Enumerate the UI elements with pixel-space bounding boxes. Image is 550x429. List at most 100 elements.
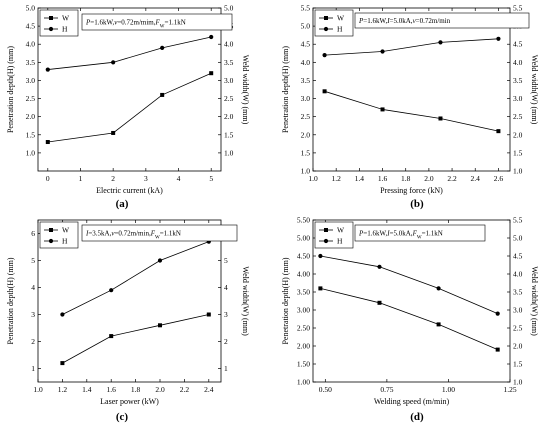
y-tick-label-right: 2.5 (513, 324, 523, 333)
y-tick-label-left: 3.5 (26, 58, 36, 67)
y-tick-label-right: 5 (224, 256, 228, 265)
panel-label: (c) (116, 411, 129, 423)
y-tick-label-right: 2.0 (513, 130, 523, 139)
condition-box (81, 224, 238, 242)
y-tick-label-right: 2.0 (513, 342, 523, 351)
data-point-W (160, 92, 165, 97)
data-point-H (377, 264, 382, 269)
plot-frame (312, 7, 511, 172)
y-tick-label-left: 4.5 (301, 40, 311, 49)
data-point-H (109, 288, 114, 293)
data-point-W (377, 300, 382, 305)
y-tick-label-left: 4.00 (297, 270, 310, 279)
chart-panel-4: 0.50 0.75 1.00 1.25 1.00 1.50 2.00 2.50 3.00 3.50… (281, 216, 539, 424)
legend-marker-H (48, 238, 54, 244)
legend-label-W: W (62, 14, 70, 23)
y-tick-label-left: 3.50 (297, 288, 310, 297)
y-axis-label-right: Weld width(W) (mm) (241, 55, 250, 125)
legend-marker-H (323, 238, 329, 244)
x-tick-label: 2.2 (447, 174, 457, 183)
data-point-W (45, 140, 50, 145)
y-tick-label-right: 1.5 (513, 360, 523, 369)
y-tick-label-right: 4.0 (513, 270, 523, 279)
chart-panel-1: 0 1 2 3 4 5 1.0 1.5 2.0 2.5 3.0 3.5 4.0 4.5 5.0 1.0 1.5 2… (6, 4, 250, 211)
y-tick-label-left: 2.5 (301, 112, 311, 121)
x-tick-label: 2.4 (471, 174, 481, 183)
y-tick-label-right: 4.5 (513, 40, 523, 49)
y-tick-label-right: 5.0 (224, 4, 234, 13)
x-tick-label: 2.2 (180, 385, 190, 394)
x-tick-label: 1.2 (331, 174, 341, 183)
y-axis-label-left: Penetration depth(H) (mm) (6, 257, 15, 344)
data-point-W (436, 322, 441, 327)
x-axis-label: Laser power (kW) (100, 397, 159, 406)
plot-frame (37, 219, 222, 383)
y-tick-label-left: 2.50 (297, 324, 310, 333)
y-tick-label-left: 2.00 (297, 342, 310, 351)
data-point-H (45, 67, 50, 72)
legend-marker-W (49, 228, 53, 232)
y-tick-label-left: 5.5 (301, 4, 311, 13)
y-tick-label-left: 4.50 (297, 252, 310, 261)
y-tick-label-right: 4.0 (513, 58, 523, 67)
y-tick-label-right: 3.0 (224, 76, 234, 85)
condition-box (354, 224, 486, 242)
chart-panel-3: 1.01.21.41.61.82.02.22.4123456123456Lase… (6, 219, 250, 423)
y-tick-label-left: 4.0 (301, 58, 311, 67)
series-line-H (47, 36, 212, 70)
y-tick-label-right: 4.5 (513, 252, 523, 261)
y-tick-label-left: 1.5 (301, 148, 311, 157)
plot-frame (312, 219, 511, 383)
x-tick-label: 1.4 (355, 174, 365, 183)
y-tick-label-left: 1.0 (301, 167, 311, 176)
data-point-H (496, 36, 501, 41)
legend-marker-H (323, 26, 329, 32)
y-tick-label-right: 1.5 (513, 148, 523, 157)
data-point-W (318, 286, 323, 291)
y-tick-label-left: 5.0 (26, 4, 36, 13)
legend-label-W: W (337, 226, 345, 235)
data-point-H (209, 34, 214, 40)
y-tick-label-left: 5 (31, 256, 35, 265)
y-tick-label-left: 1.00 (297, 378, 310, 387)
y-tick-label-left: 1.5 (26, 130, 36, 139)
condition-text: P=1.6kW,v=0.72m/mim,FW=1.1kN (85, 19, 186, 30)
x-tick-label: 0.75 (380, 385, 393, 394)
legend (314, 9, 354, 37)
legend-marker-W (324, 16, 328, 20)
x-tick-label: 3 (144, 174, 148, 183)
data-point-H (157, 258, 163, 263)
x-tick-label: 1.2 (58, 385, 68, 394)
series-line-W (320, 288, 498, 350)
x-tick-label: 0.50 (319, 385, 332, 394)
y-tick-label-left: 3.0 (26, 76, 36, 85)
condition-text: P=1.6kW,I=5.0kA,v=0.72m/min (358, 17, 451, 25)
x-axis-label: Welding speed (m/min) (374, 397, 450, 406)
x-tick-label: 1.6 (378, 174, 388, 183)
data-point-H (160, 45, 165, 50)
series-line-H (62, 241, 209, 315)
data-point-H (438, 40, 443, 45)
y-tick-label-right: 5.0 (513, 234, 523, 243)
y-tick-label-right: 3.0 (513, 306, 523, 315)
y-tick-label-left: 4.0 (26, 40, 36, 49)
panel-label: (d) (410, 411, 424, 423)
y-tick-label-left: 2 (31, 337, 35, 346)
x-tick-label: 2.0 (155, 385, 165, 394)
y-tick-label-left: 1.0 (26, 148, 36, 157)
y-axis-label-right: Weld width(W) (mm) (530, 266, 539, 336)
y-tick-label-left: 2.0 (301, 130, 311, 139)
y-tick-label-right: 2.5 (224, 94, 234, 103)
x-tick-label: 1.25 (503, 385, 516, 394)
y-tick-label-left: 4.5 (26, 22, 36, 31)
x-axis-label: Pressing force (kN) (380, 186, 443, 195)
data-point-H (436, 286, 441, 291)
panel-label: (b) (410, 198, 424, 210)
x-tick-label: 2.6 (494, 174, 504, 183)
x-tick-label: 1.8 (401, 174, 411, 183)
y-tick-label-left: 5.50 (297, 216, 310, 225)
data-point-W (438, 116, 443, 121)
x-tick-label: 0 (46, 174, 50, 183)
y-axis-label-right: Weld width(W) (mm) (530, 55, 539, 125)
